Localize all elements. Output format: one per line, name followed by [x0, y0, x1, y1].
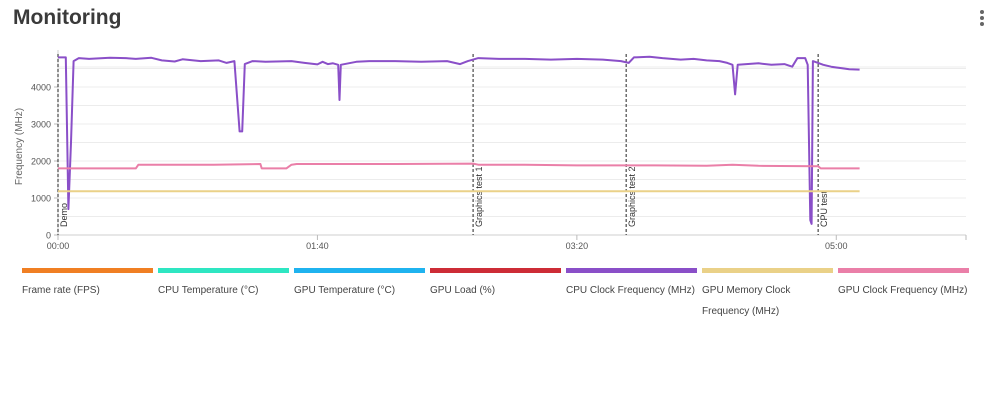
- y-axis-label: Frequency (MHz): [14, 108, 25, 185]
- series-line-gpu-clock-frequency-mhz: [58, 162, 860, 170]
- more-vertical-icon[interactable]: [975, 8, 989, 32]
- menu-dot: [980, 16, 984, 20]
- legend-label: CPU Clock Frequency (MHz): [566, 285, 695, 296]
- event-marker-label: CPU test: [819, 190, 829, 227]
- legend-swatch: [22, 268, 153, 273]
- legend-label: CPU Temperature (°C): [158, 285, 259, 296]
- chart-legend: Frame rate (FPS) CPU Temperature (°C) GPU …: [22, 268, 978, 328]
- y-tick-label: 3000: [31, 120, 51, 130]
- legend-swatch: [838, 268, 969, 273]
- menu-dot: [980, 10, 984, 14]
- legend-item[interactable]: GPU Load (%): [430, 268, 562, 301]
- legend-item[interactable]: GPU Temperature (°C): [294, 268, 426, 301]
- y-tick-label: 4000: [31, 83, 51, 93]
- legend-label: GPU Clock Frequency (MHz): [838, 285, 968, 296]
- event-marker-label: Graphics test 1: [474, 166, 484, 227]
- event-marker-label: Graphics test 2: [627, 166, 637, 227]
- legend-item[interactable]: GPU Memory Clock Frequency (MHz): [702, 268, 834, 322]
- legend-item[interactable]: Frame rate (FPS): [22, 268, 154, 301]
- legend-label: GPU Temperature (°C): [294, 285, 396, 296]
- x-tick-label: 05:00: [825, 241, 848, 251]
- series-line-cpu-clock-frequency-mhz: [58, 55, 860, 225]
- legend-item[interactable]: CPU Clock Frequency (MHz): [566, 268, 698, 301]
- event-marker-label: Demo: [59, 203, 69, 227]
- y-tick-label: 0: [46, 231, 51, 241]
- legend-label: GPU Load (%): [430, 285, 496, 296]
- y-tick-label: 1000: [31, 194, 51, 204]
- x-tick-label: 01:40: [306, 241, 329, 251]
- x-tick-label: 00:00: [47, 241, 70, 251]
- legend-item[interactable]: CPU Temperature (°C): [158, 268, 290, 301]
- legend-swatch: [430, 268, 561, 273]
- legend-label: Frame rate (FPS): [22, 285, 100, 296]
- x-tick-label: 03:20: [566, 241, 589, 251]
- legend-swatch: [566, 268, 697, 273]
- line-chart: 0 1000 2000 3000 4000 00:00 01:40 03:20 05:00 Fre…: [14, 50, 967, 251]
- y-tick-label: 2000: [31, 157, 51, 167]
- page-title: Monitoring: [13, 6, 122, 29]
- legend-item[interactable]: GPU Clock Frequency (MHz): [838, 268, 970, 301]
- legend-swatch: [294, 268, 425, 273]
- legend-swatch: [158, 268, 289, 273]
- legend-swatch: [702, 268, 833, 273]
- legend-label: GPU Memory Clock Frequency (MHz): [702, 285, 791, 317]
- menu-dot: [980, 22, 984, 26]
